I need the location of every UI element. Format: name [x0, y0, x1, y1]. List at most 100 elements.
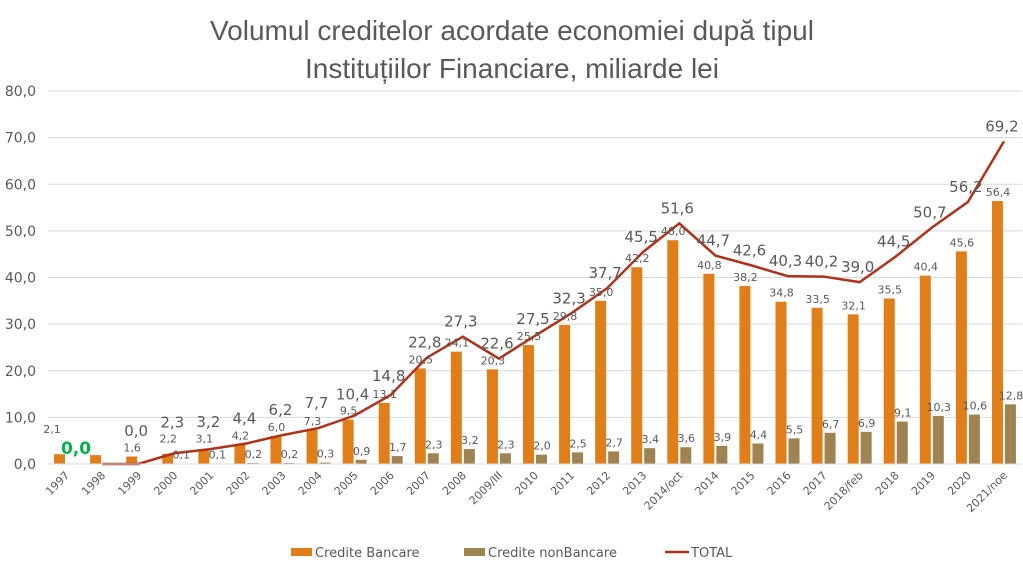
bar-credite-nonbancare: [428, 453, 439, 464]
bar-credite-nonbancare: [897, 422, 908, 464]
bar-credite-nonbancare: [356, 460, 367, 464]
data-label-bank: 34,8: [769, 287, 794, 300]
data-label-nonbank: 6,7: [822, 418, 840, 431]
data-label-bank: 2,1: [43, 423, 61, 436]
data-label-bank: 48,0: [661, 225, 686, 238]
data-label-nonbank: 0,2: [281, 448, 299, 461]
data-label-total: 32,3: [552, 289, 585, 307]
data-label-nonbank: 3,6: [678, 432, 696, 445]
data-label-total: 56,2: [949, 178, 982, 196]
y-tick-label: 70,0: [5, 131, 36, 147]
x-tick-label: 2014: [693, 469, 722, 498]
data-label-total: 37,7: [588, 264, 621, 282]
chart-title-line-2: Instituțiilor Financiare, miliarde lei: [305, 53, 719, 84]
x-tick-label: 2006: [368, 469, 397, 498]
data-label-bank: 1,6: [123, 442, 141, 455]
x-tick-label: 2008: [440, 469, 469, 498]
data-label-nonbank: 2,0: [533, 440, 551, 453]
x-tick-label: 1999: [115, 469, 144, 498]
data-label-total: 51,6: [661, 199, 694, 217]
legend-label-total: TOTAL: [690, 546, 733, 561]
bar-credite-nonbancare: [464, 449, 475, 464]
legend-swatch-nonbank: [464, 548, 485, 556]
data-label-total: 22,8: [408, 334, 441, 352]
x-tick-label: 2020: [945, 469, 974, 498]
bar-credite-bancare: [451, 352, 462, 464]
data-label-nonbank: 6,9: [858, 417, 876, 430]
data-label-bank: 40,8: [697, 259, 722, 272]
y-tick-label: 10,0: [5, 410, 36, 426]
y-tick-label: 80,0: [5, 84, 36, 100]
data-label-bank: 32,1: [841, 299, 866, 312]
bar-credite-bancare: [920, 276, 931, 464]
data-label-total: 7,7: [305, 394, 329, 412]
bar-credite-nonbancare: [392, 456, 403, 464]
x-tick-label: 2015: [729, 469, 758, 498]
data-label-total: 40,2: [805, 253, 838, 271]
bar-credite-bancare: [848, 314, 859, 464]
data-label-total: 27,3: [444, 313, 477, 331]
data-label-total: 14,8: [372, 367, 405, 385]
bar-credite-nonbancare: [969, 415, 980, 464]
bar-credite-nonbancare: [752, 443, 763, 464]
data-label-bank: 56,4: [986, 186, 1011, 199]
data-label-nonbank: 12,8: [999, 389, 1023, 402]
data-label-bank: 33,5: [805, 293, 830, 306]
legend-label-bank: Credite Bancare: [315, 546, 420, 561]
data-label-nonbank: 0,9: [353, 445, 371, 458]
x-tick-label: 2009/III: [467, 469, 505, 507]
y-tick-label: 50,0: [5, 224, 36, 240]
y-tick-label: 40,0: [5, 271, 36, 287]
data-label-nonbank: 2,7: [605, 436, 623, 449]
x-tick-label: 2004: [296, 469, 325, 498]
data-label-nonbank: 3,4: [641, 433, 659, 446]
data-label-nonbank: 0,1: [209, 449, 227, 462]
bar-credite-nonbancare: [536, 455, 547, 464]
data-label-bank: 3,1: [196, 433, 214, 446]
bar-credite-nonbancare: [644, 448, 655, 464]
data-label-nonbank: 10,6: [963, 400, 988, 413]
data-label-total: 22,6: [480, 335, 513, 353]
data-label-total: 6,2: [269, 401, 293, 419]
bar-credite-nonbancare: [680, 447, 691, 464]
data-label-total: 45,5: [625, 228, 658, 246]
x-tick-label: 2007: [404, 469, 433, 498]
data-label-nonbank: 2,3: [425, 438, 443, 451]
data-label-bank: 35,5: [877, 283, 902, 296]
data-label-bank: 9,5: [340, 405, 358, 418]
bar-credite-nonbancare: [500, 453, 511, 464]
bar-credite-bancare: [956, 251, 967, 464]
data-label-total: 4,4: [232, 409, 256, 427]
x-tick-label: 2014/oct: [642, 468, 686, 512]
data-label-total: 2,3: [160, 413, 184, 431]
data-label-total: 50,7: [913, 204, 946, 222]
bar-credite-nonbancare: [933, 416, 944, 464]
data-label-nonbank: 3,9: [714, 431, 732, 444]
data-label-nonbank: 0,2: [245, 448, 263, 461]
data-label-total: 27,5: [516, 310, 549, 328]
data-label-total: 40,3: [769, 252, 802, 270]
bar-credite-nonbancare: [572, 452, 583, 464]
legend-label-nonbank: Credite nonBancare: [488, 546, 617, 561]
x-tick-label: 2001: [187, 469, 216, 498]
bar-credite-bancare: [812, 308, 823, 464]
data-label-bank: 2,2: [160, 433, 178, 446]
data-label-bank: 7,3: [304, 415, 322, 428]
data-label-nonbank: 0,1: [173, 449, 191, 462]
x-tick-label: 2005: [332, 469, 361, 498]
data-label-bank: 40,4: [914, 261, 939, 274]
bar-credite-nonbancare: [608, 451, 619, 464]
bar-credite-bancare: [884, 298, 895, 464]
x-tick-label: 2018/feb: [822, 469, 866, 513]
x-tick-label: 2019: [909, 469, 938, 498]
legend: Credite Bancare Credite nonBancare TOTAL: [291, 546, 733, 561]
data-label-total: 44,7: [697, 232, 730, 250]
bar-credite-nonbancare: [716, 446, 727, 464]
data-label-nonbank: 1,7: [389, 441, 407, 454]
y-tick-label: 0,0: [14, 457, 36, 473]
data-label-bank: 45,6: [950, 236, 975, 249]
bar-credite-nonbancare: [789, 438, 800, 464]
data-label-bank: 6,0: [268, 421, 286, 434]
data-label-nonbank: 3,2: [461, 434, 479, 447]
data-label-bank: 25,5: [517, 330, 542, 343]
